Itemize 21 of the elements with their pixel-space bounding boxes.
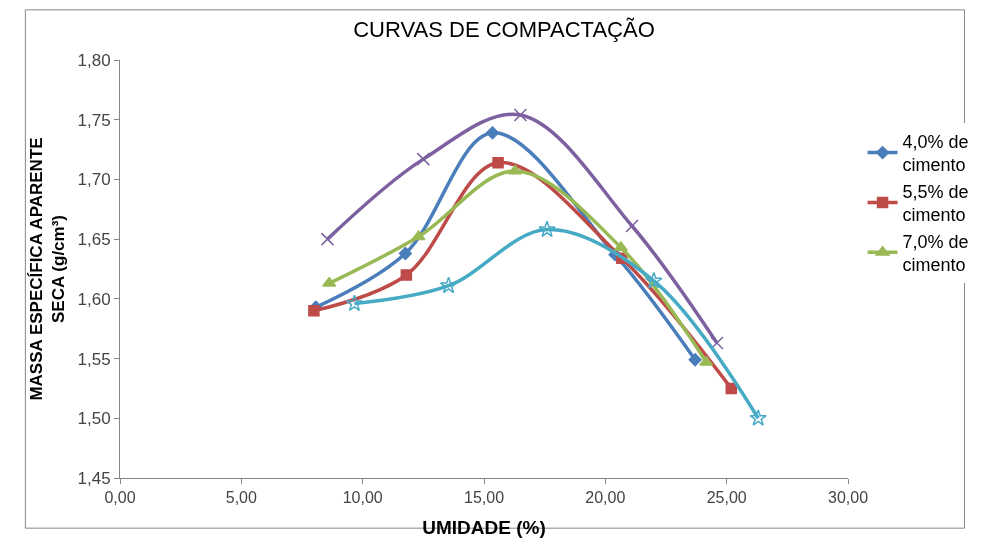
x-tick-label: 10,00 — [342, 489, 383, 507]
y-tick-label: 1,70 — [77, 170, 111, 190]
legend-label: 7,0% de cimento — [902, 231, 969, 275]
x-tick-label: 15,00 — [463, 489, 505, 507]
y-tick-label: 1,50 — [77, 409, 111, 429]
x-tick-label: 30,00 — [827, 489, 869, 507]
x-tick-label: 0,00 — [104, 489, 136, 507]
x-tick-label: 20,00 — [585, 489, 626, 507]
y-tick-label: 1,60 — [77, 289, 111, 309]
x-tick-label: 25,00 — [706, 489, 747, 507]
y-tick-label: 1,80 — [77, 50, 111, 70]
x-tick-label: 5,00 — [225, 489, 257, 507]
x-axis-title: UMIDADE (%) — [422, 517, 546, 538]
chart-title: CURVAS DE COMPACTAÇÃO — [353, 17, 655, 43]
y-axis-title: MASSA ESPECÍFICA APARENTE SECA (g/cm³) — [26, 137, 69, 401]
legend-label: 5,5% de cimento — [902, 181, 969, 226]
y-tick-label: 1,75 — [77, 110, 111, 130]
y-tick-label: 1,55 — [77, 349, 111, 369]
y-tick-label: 1,65 — [77, 230, 111, 250]
legend-label: 4,0% de cimento — [902, 131, 969, 176]
y-tick-label: 1,45 — [77, 468, 111, 488]
